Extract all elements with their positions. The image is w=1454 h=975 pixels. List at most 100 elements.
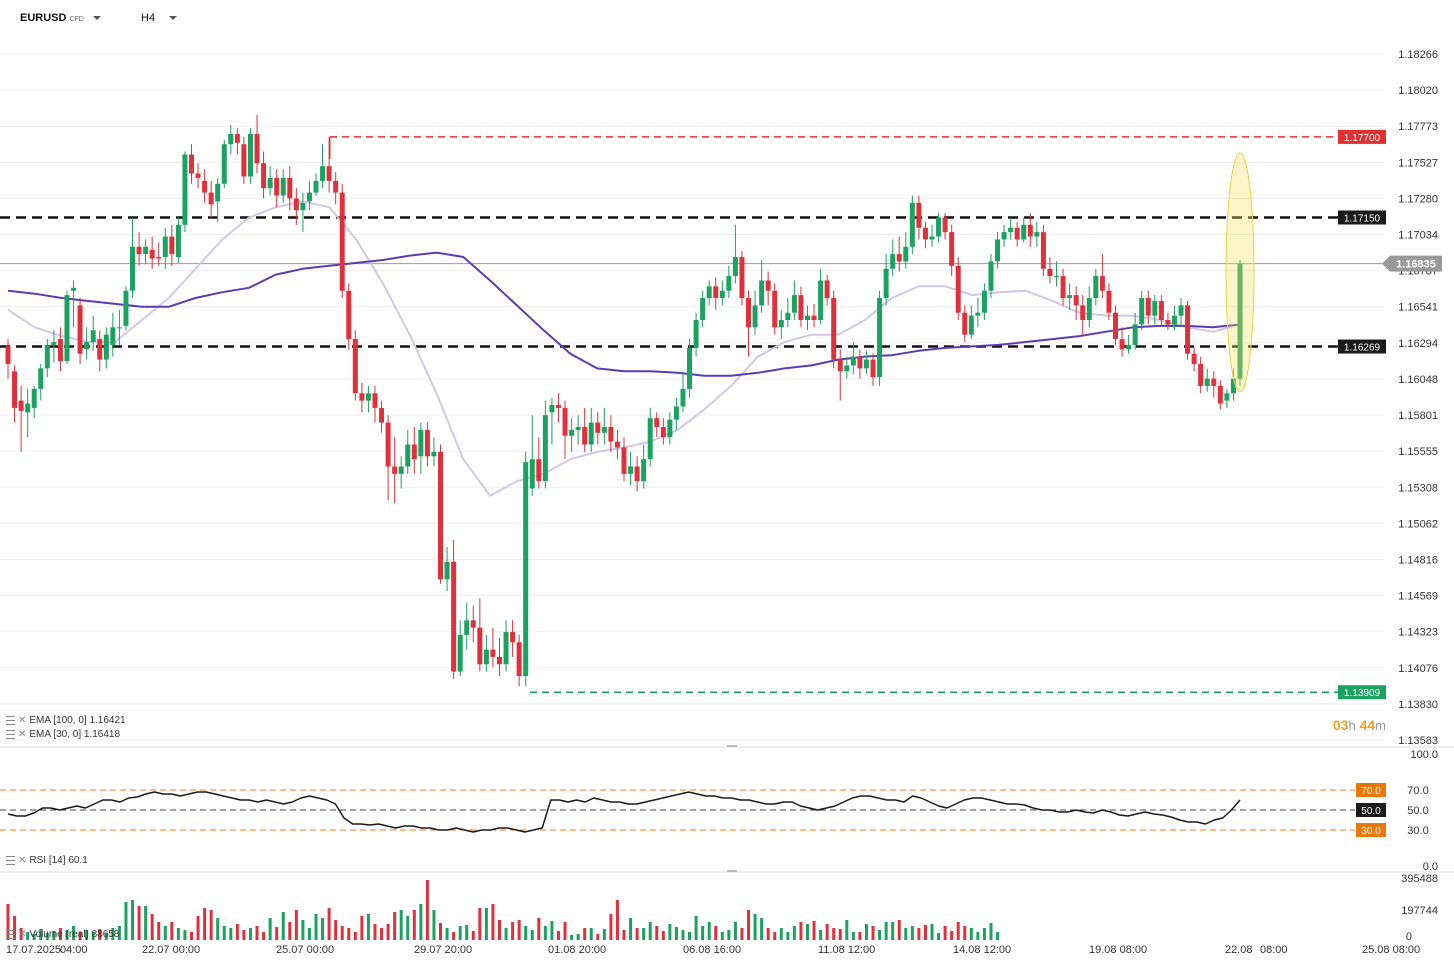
- candle-body: [1230, 378, 1236, 394]
- volume-bar: [235, 924, 239, 940]
- candle: [1198, 356, 1204, 394]
- candle: [313, 173, 319, 196]
- volume-bar: [543, 926, 547, 940]
- menu-icon[interactable]: [6, 929, 15, 939]
- candle-body: [588, 422, 594, 445]
- candle-body: [1014, 227, 1020, 240]
- volume-bar: [760, 918, 764, 940]
- candle-body: [1145, 298, 1151, 316]
- candle: [57, 327, 63, 372]
- candle: [411, 426, 417, 474]
- candle-body: [372, 393, 378, 408]
- volume-bar: [838, 929, 842, 940]
- candle: [844, 356, 850, 379]
- volume-bar: [910, 926, 914, 940]
- volume-bar: [504, 928, 508, 940]
- volume-bar: [222, 926, 226, 940]
- candle-body: [352, 339, 358, 394]
- symbol-name: EURUSD: [20, 12, 67, 24]
- candle-body: [1139, 298, 1145, 325]
- price-tick-label: 1.13830: [1398, 699, 1438, 711]
- candle-body: [431, 451, 437, 457]
- candle-body: [1126, 344, 1132, 350]
- volume-bar: [137, 906, 141, 940]
- candle: [195, 163, 201, 189]
- candle: [955, 257, 961, 321]
- volume-name: Volume: [29, 929, 63, 940]
- timeframe-selector[interactable]: H4: [141, 12, 156, 24]
- candle-body: [385, 422, 391, 467]
- candle: [503, 620, 509, 672]
- volume-bar: [321, 918, 325, 940]
- volume-bar: [124, 902, 128, 940]
- close-icon[interactable]: ✕: [18, 715, 27, 726]
- candle: [1099, 254, 1105, 299]
- volume-bar: [340, 926, 344, 940]
- candle: [968, 305, 974, 340]
- volume-bar: [386, 924, 390, 940]
- candle-body: [726, 276, 732, 291]
- ema100-legend[interactable]: ✕ EMA [100, 0] 1.16421: [6, 715, 126, 726]
- timeframe-dropdown-icon[interactable]: [169, 16, 177, 20]
- candle: [326, 136, 332, 193]
- volume-bar: [629, 918, 633, 940]
- volume-bar: [366, 914, 370, 940]
- candle-body: [1191, 353, 1197, 364]
- candle-body: [746, 298, 752, 328]
- candle: [379, 400, 385, 433]
- candle: [942, 213, 948, 240]
- volume-bar: [491, 904, 495, 940]
- candle: [1191, 347, 1197, 372]
- volume-bar: [65, 930, 69, 940]
- time-axis-label: 11.08 12:00: [818, 944, 875, 956]
- ema30-legend[interactable]: ✕ EMA [30, 0] 1.16418: [6, 729, 120, 740]
- close-icon[interactable]: ✕: [18, 929, 27, 940]
- close-icon[interactable]: ✕: [18, 729, 27, 740]
- rsi-legend[interactable]: ✕ RSI [14] 60.1: [6, 855, 88, 866]
- symbol-selector[interactable]: EURUSD CFD: [20, 12, 84, 24]
- candle: [90, 315, 96, 351]
- candle: [438, 444, 444, 584]
- volume-legend[interactable]: ✕ Volume (real) 88658: [6, 929, 119, 940]
- candle: [1067, 283, 1073, 310]
- volume-bar: [799, 922, 803, 940]
- candle: [424, 422, 430, 467]
- candle: [1040, 224, 1046, 277]
- rsi-name: RSI: [29, 855, 47, 866]
- candle: [287, 166, 293, 211]
- menu-icon[interactable]: [6, 715, 15, 725]
- volume-bar: [701, 926, 705, 940]
- candle: [365, 385, 371, 413]
- symbol-dropdown-icon[interactable]: [93, 16, 101, 20]
- timer-minutes: 44: [1359, 717, 1376, 733]
- candle: [1014, 221, 1020, 247]
- candle-body: [785, 312, 791, 321]
- candle: [929, 224, 935, 247]
- candle-body: [831, 298, 837, 360]
- candle: [496, 637, 502, 676]
- upper-level-price-tag: 1.17150: [1344, 213, 1381, 224]
- candle-body: [647, 418, 653, 460]
- volume-bar: [419, 904, 423, 940]
- candle-body: [1217, 385, 1223, 404]
- candle-body: [5, 346, 11, 364]
- candle-body: [241, 144, 247, 177]
- candle: [103, 327, 109, 369]
- close-icon[interactable]: ✕: [18, 855, 27, 866]
- candle-body: [896, 254, 902, 262]
- menu-icon[interactable]: [6, 855, 15, 865]
- candle: [339, 183, 345, 299]
- candle: [477, 598, 483, 672]
- candle: [202, 169, 208, 203]
- candle: [621, 437, 627, 482]
- menu-icon[interactable]: [6, 729, 15, 739]
- candle-body: [575, 426, 581, 430]
- candle-body: [582, 426, 588, 445]
- volume-bar: [189, 932, 193, 940]
- candle-body: [149, 249, 155, 259]
- candle-body: [641, 459, 647, 482]
- candle-body: [903, 246, 909, 262]
- volume-bar: [380, 928, 384, 940]
